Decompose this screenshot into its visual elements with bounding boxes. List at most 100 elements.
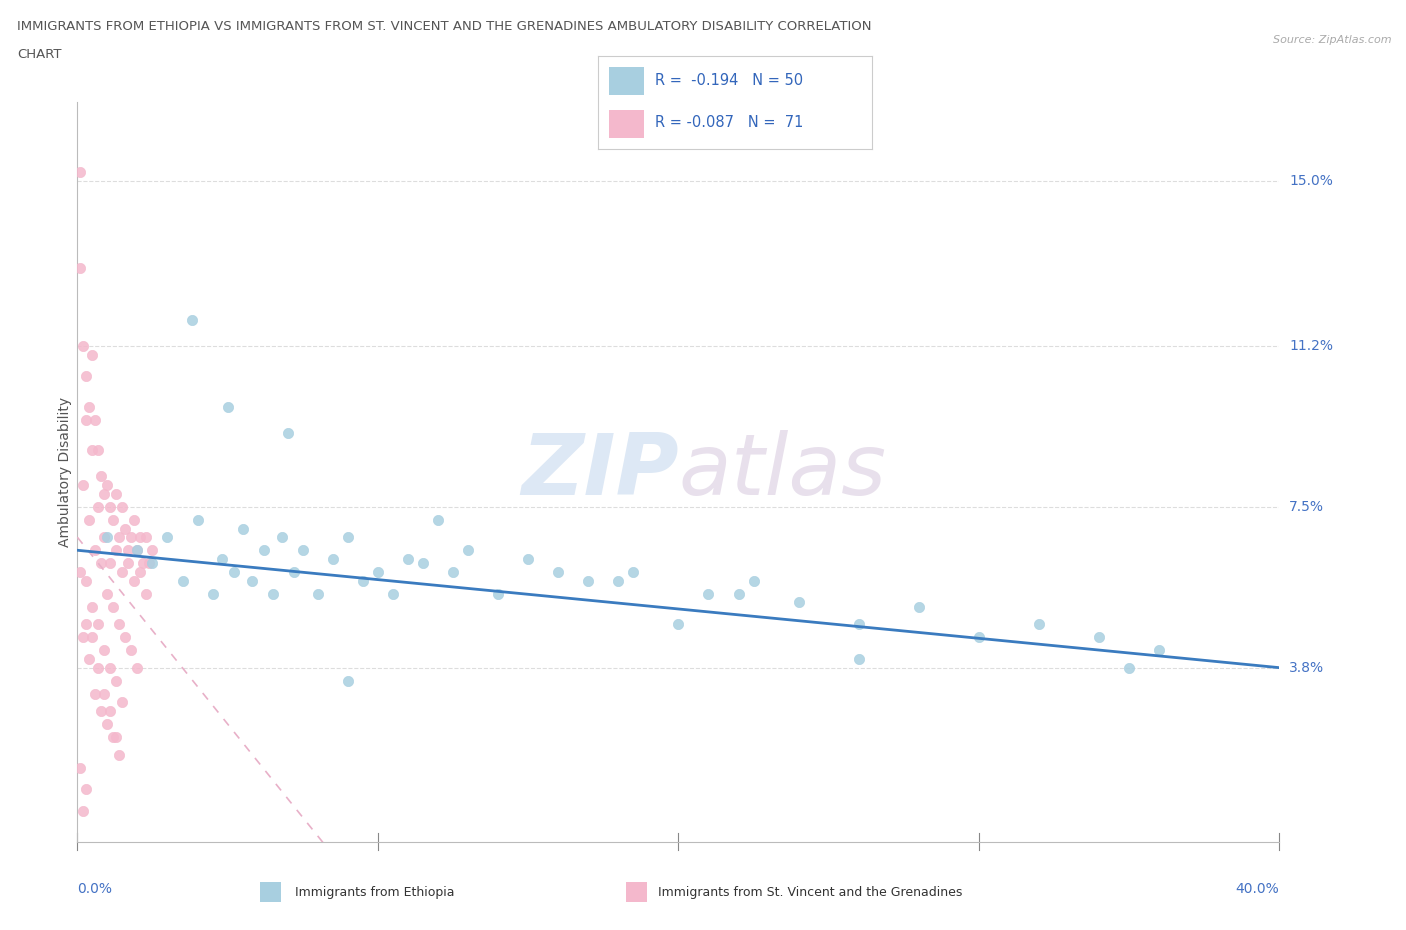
Point bbox=[90, 556, 112, 571]
Point bbox=[270, 530, 292, 545]
Point bbox=[307, 586, 329, 601]
Point bbox=[124, 573, 146, 588]
Point bbox=[82, 630, 104, 644]
Point bbox=[120, 530, 142, 545]
Point bbox=[87, 617, 110, 631]
Point bbox=[75, 573, 97, 588]
Text: 11.2%: 11.2% bbox=[1289, 339, 1333, 352]
Point bbox=[1088, 630, 1111, 644]
Point bbox=[111, 565, 134, 579]
Point bbox=[111, 499, 134, 514]
Point bbox=[172, 573, 194, 588]
Point bbox=[75, 369, 97, 384]
Point bbox=[124, 512, 146, 527]
Point bbox=[336, 530, 359, 545]
FancyBboxPatch shape bbox=[609, 67, 644, 95]
Point bbox=[120, 643, 142, 658]
Point bbox=[222, 565, 245, 579]
Point bbox=[75, 412, 97, 427]
Point bbox=[90, 704, 112, 719]
Point bbox=[100, 556, 122, 571]
Point bbox=[105, 673, 128, 688]
Point bbox=[72, 804, 94, 818]
Point bbox=[156, 530, 179, 545]
Point bbox=[105, 486, 128, 501]
Point bbox=[117, 556, 139, 571]
Point bbox=[105, 730, 128, 745]
Point bbox=[127, 543, 149, 558]
Point bbox=[127, 543, 149, 558]
Point bbox=[908, 599, 931, 614]
Text: ZIP: ZIP bbox=[520, 431, 679, 513]
Point bbox=[103, 512, 125, 527]
Point bbox=[141, 556, 163, 571]
Point bbox=[129, 565, 152, 579]
Text: atlas: atlas bbox=[679, 431, 886, 513]
Point bbox=[367, 565, 389, 579]
Point bbox=[96, 586, 118, 601]
Text: 7.5%: 7.5% bbox=[1289, 499, 1324, 513]
Point bbox=[75, 782, 97, 797]
Point bbox=[129, 530, 152, 545]
Point bbox=[1149, 643, 1171, 658]
Point bbox=[352, 573, 374, 588]
Point bbox=[84, 412, 107, 427]
Point bbox=[82, 599, 104, 614]
Point bbox=[96, 717, 118, 732]
Text: 0.0%: 0.0% bbox=[77, 883, 112, 897]
Point bbox=[1118, 660, 1140, 675]
Point bbox=[103, 730, 125, 745]
Point bbox=[79, 652, 101, 667]
Point bbox=[697, 586, 720, 601]
Point bbox=[412, 556, 434, 571]
Point bbox=[100, 704, 122, 719]
Text: 3.8%: 3.8% bbox=[1289, 660, 1324, 674]
Point bbox=[75, 617, 97, 631]
Point bbox=[486, 586, 509, 601]
Point bbox=[547, 565, 569, 579]
Point bbox=[180, 312, 202, 327]
Text: Immigrants from Ethiopia: Immigrants from Ethiopia bbox=[295, 886, 454, 899]
Point bbox=[517, 551, 540, 566]
Point bbox=[72, 339, 94, 353]
Point bbox=[93, 530, 115, 545]
Point bbox=[69, 260, 91, 275]
FancyBboxPatch shape bbox=[609, 110, 644, 138]
Point bbox=[87, 443, 110, 458]
Point bbox=[457, 543, 479, 558]
Point bbox=[96, 530, 118, 545]
Point bbox=[117, 543, 139, 558]
Point bbox=[69, 165, 91, 179]
Point bbox=[111, 695, 134, 710]
Point bbox=[621, 565, 644, 579]
Point bbox=[277, 425, 299, 440]
Point bbox=[135, 586, 157, 601]
Point bbox=[742, 573, 765, 588]
Point bbox=[135, 530, 157, 545]
Point bbox=[240, 573, 263, 588]
Point bbox=[381, 586, 404, 601]
Point bbox=[87, 660, 110, 675]
Point bbox=[114, 630, 136, 644]
Point bbox=[132, 556, 155, 571]
Point bbox=[79, 512, 101, 527]
Point bbox=[79, 399, 101, 414]
Point bbox=[141, 543, 163, 558]
Point bbox=[283, 565, 305, 579]
Point bbox=[668, 617, 690, 631]
Point bbox=[848, 652, 870, 667]
Point bbox=[211, 551, 233, 566]
Point bbox=[84, 543, 107, 558]
Text: R = -0.087   N =  71: R = -0.087 N = 71 bbox=[655, 115, 803, 130]
Point bbox=[967, 630, 990, 644]
Point bbox=[90, 469, 112, 484]
Point bbox=[93, 686, 115, 701]
Point bbox=[787, 595, 810, 610]
Text: IMMIGRANTS FROM ETHIOPIA VS IMMIGRANTS FROM ST. VINCENT AND THE GRENADINES AMBUL: IMMIGRANTS FROM ETHIOPIA VS IMMIGRANTS F… bbox=[17, 20, 872, 33]
Point bbox=[69, 761, 91, 776]
Point bbox=[93, 643, 115, 658]
Point bbox=[105, 543, 128, 558]
Point bbox=[441, 565, 464, 579]
Point bbox=[84, 686, 107, 701]
Text: Immigrants from St. Vincent and the Grenadines: Immigrants from St. Vincent and the Gren… bbox=[658, 886, 962, 899]
